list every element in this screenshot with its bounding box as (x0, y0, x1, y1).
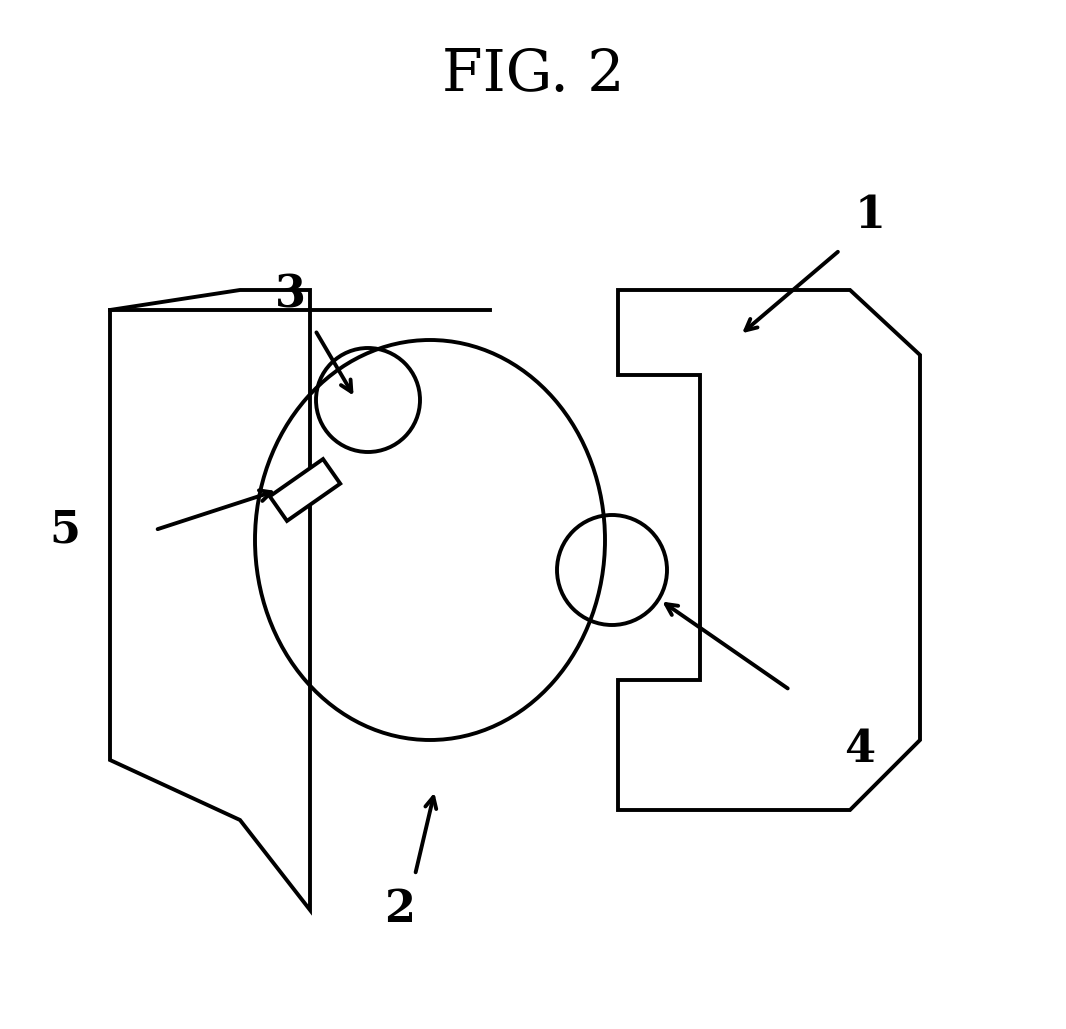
Polygon shape (270, 459, 340, 521)
Text: 3: 3 (275, 274, 306, 317)
Text: 1: 1 (855, 193, 886, 237)
Text: FIG. 2: FIG. 2 (441, 47, 625, 103)
Text: 5: 5 (49, 508, 81, 552)
Text: 4: 4 (844, 729, 875, 772)
Text: 2: 2 (385, 888, 416, 931)
